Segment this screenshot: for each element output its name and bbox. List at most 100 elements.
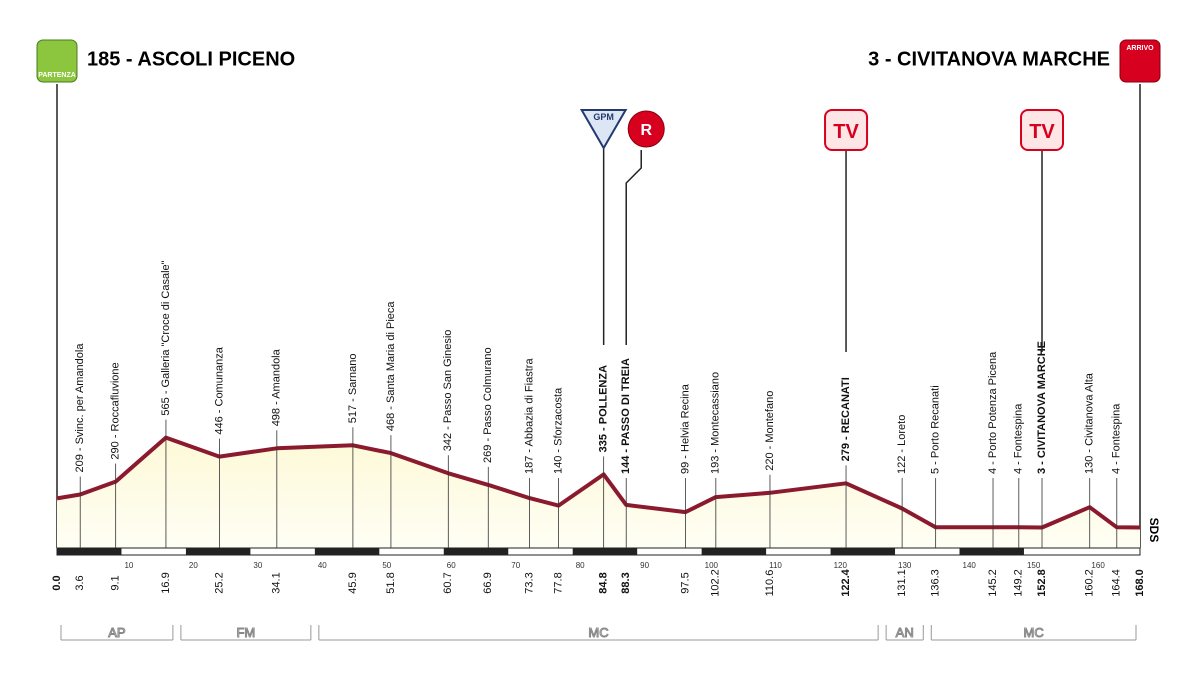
finish-title: 3 - CIVITANOVA MARCHE [868,48,1110,70]
region-bracket [180,625,312,641]
marker-icon [579,109,628,150]
marker-icon [1020,109,1065,151]
km-label: 66.9 [482,572,494,593]
waypoint-label: 4 - Porto Potenza Picena [987,351,999,474]
km-label: 60.7 [442,572,454,593]
scale-label: 60 [447,561,456,570]
profile-line [56,435,1141,530]
waypoint-label: 269 - Passo Colmurano [482,347,494,463]
waypoint-label: 565 - Galleria "Croce di Casale" [160,260,172,415]
scale-label: 20 [189,561,198,570]
km-label: 164.4 [1111,569,1123,597]
scale-segment [443,548,509,555]
marker-line [625,150,642,345]
region-label: AP [108,625,125,640]
waypoint-label: 220 - Montefano [764,391,776,471]
waypoint-label: 468 - Santa Maria di Pieca [385,301,397,432]
region-label: MC [588,625,608,640]
scale-segment [830,548,896,555]
start-icon-label: PARTENZA [38,72,76,79]
scale-segment [185,548,251,555]
km-label: 51.8 [385,572,397,593]
km-label: 0.0 [51,575,63,590]
km-label: 160.2 [1084,569,1096,597]
scale-label: 70 [511,561,520,570]
region-bracket [930,625,1137,641]
km-label: 9.1 [110,575,122,590]
region-bracket [318,625,879,641]
scale-label: 10 [124,561,133,570]
waypoint-label: 4 - Fontespina [1013,403,1025,474]
marker-label: R [640,122,652,139]
scale-label: 30 [253,561,262,570]
scale-segment [57,548,122,555]
waypoint-label: 209 - Svinc. per Amandola [74,343,86,473]
start-title: 185 - ASCOLI PICENO [87,48,295,70]
km-label: 3.6 [74,575,86,590]
km-label: 102.2 [710,569,722,597]
km-label: 131.1 [896,569,908,597]
waypoint-label: 517 - Sarnano [347,354,359,424]
waypoint-label: 187 - Abbazia di Fiastra [523,358,535,474]
km-label: 136.3 [930,569,942,597]
scale-segment [572,548,638,555]
km-label: 84.8 [598,572,610,593]
scale-label: 80 [576,561,585,570]
profile-area [57,437,1140,548]
scale-label: 140 [963,561,977,570]
km-label: 168.0 [1134,569,1146,597]
scale-label: 110 [769,561,782,570]
region-bracket [60,625,174,641]
waypoint-label: 446 - Comunanza [213,346,225,434]
scale-label: 150 [1027,561,1041,570]
marker-label: TV [1029,121,1055,143]
km-label: 16.9 [160,572,172,593]
scale-label: 40 [318,561,327,570]
waypoint-label: 130 - Civitanova Alta [1084,372,1096,474]
waypoint-label: 99 - Helvia Recina [679,383,691,474]
waypoint-label: 279 - RECANATI [840,377,852,461]
km-label: 88.3 [620,572,632,593]
km-label: 77.8 [552,572,564,593]
region-label: FM [236,625,255,640]
waypoint-label: 4 - Fontespina [1111,403,1123,474]
waypoint-label: 140 - Sforzacosta [552,387,564,474]
marker-icon [824,109,869,151]
km-label: 25.2 [213,572,225,593]
waypoint-label: 144 - PASSO DI TREIA [620,358,632,474]
region-bracket [885,625,924,641]
region-label: MC [1024,625,1044,640]
scale-segment [314,548,380,555]
km-label: 45.9 [347,572,359,593]
waypoint-label: 122 - Loreto [896,415,908,474]
waypoint-label: 5 - Porto Recanati [930,385,942,474]
waypoint-label: 3 - CIVITANOVA MARCHE [1036,341,1048,474]
region-label: AN [896,625,914,640]
finish-icon [1119,39,1161,83]
km-label: 122.4 [840,568,852,596]
marker-label: GPM [593,112,614,122]
marker-label: TV [833,121,859,143]
scale-label: 120 [834,561,848,570]
scale-label: 100 [705,561,719,570]
waypoint-label: 290 - Roccafluvione [110,362,122,459]
km-label: 110.6 [764,570,776,597]
marker-icon [627,110,665,148]
scale-segment [701,548,767,555]
waypoint-label: 335 - POLLENZA [598,365,610,452]
km-label: 73.3 [523,572,535,593]
scale-label: 50 [382,561,391,570]
km-label: 97.5 [679,572,691,593]
finish-icon-label: ARRIVO [1126,45,1154,52]
km-label: 149.2 [1013,569,1025,597]
scale-label: 130 [898,561,912,570]
km-label: 145.2 [987,569,999,597]
start-icon [36,39,78,83]
waypoint-label: 498 - Amandola [271,348,283,426]
end-note: SDS [1147,518,1161,543]
waypoint-label: 193 - Montecassiano [710,372,722,474]
scale-segment [959,548,1024,555]
scale-label: 90 [640,561,649,570]
km-label: 34.1 [271,572,283,593]
